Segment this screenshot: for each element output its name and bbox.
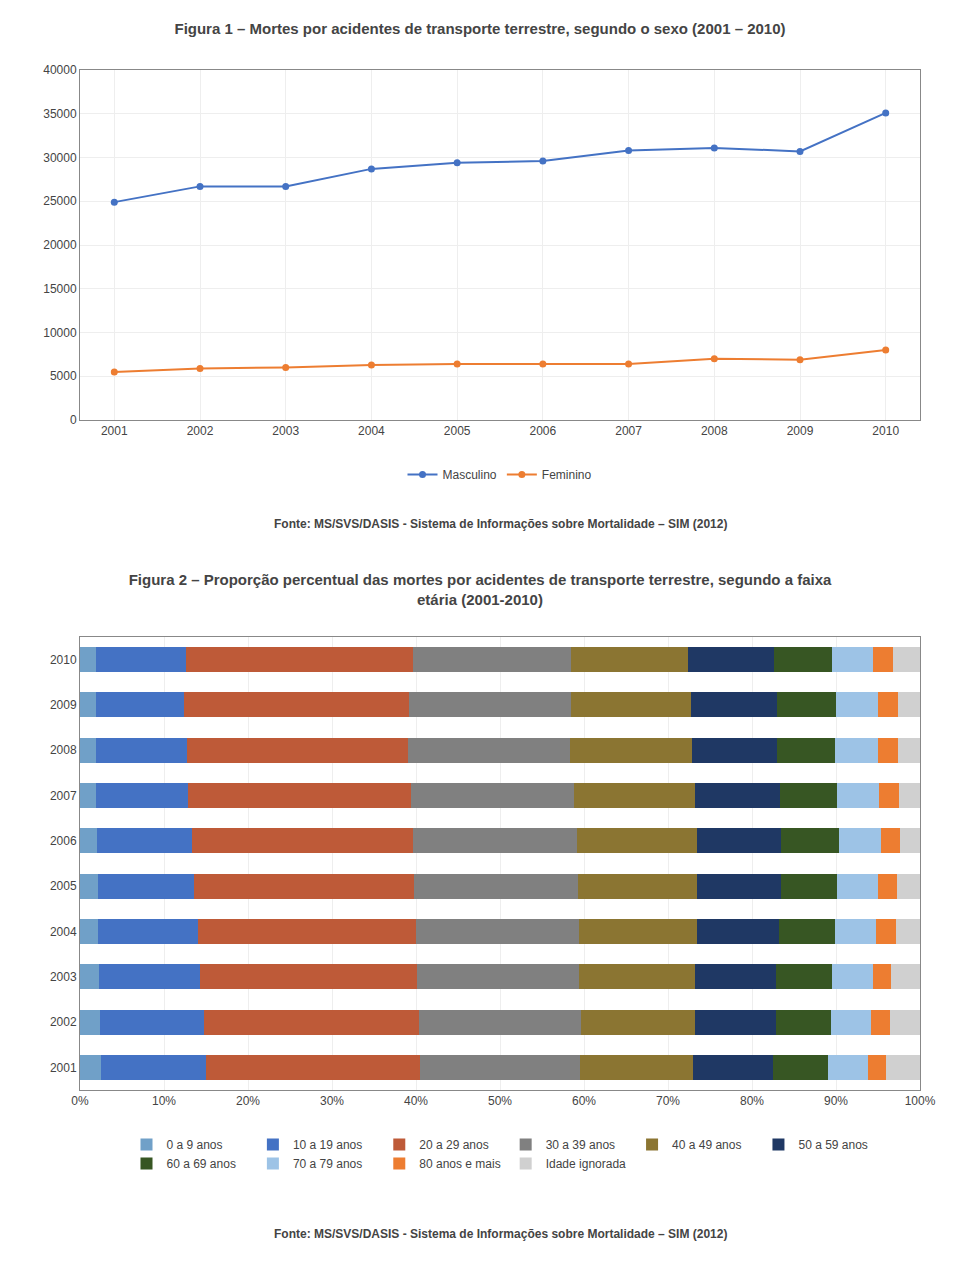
svg-text:60%: 60% [572,1094,596,1108]
svg-text:2007: 2007 [615,424,642,438]
svg-text:Fonte: MS/SVS/DASIS - Sistema: Fonte: MS/SVS/DASIS - Sistema de Informa… [274,1227,727,1241]
svg-text:25000: 25000 [43,194,77,208]
svg-text:Figura 1 – Mortes por acidente: Figura 1 – Mortes por acidentes de trans… [174,20,785,37]
svg-text:80 anos e mais: 80 anos e mais [419,1157,500,1171]
svg-text:2009: 2009 [787,424,814,438]
svg-text:20 a 29 anos: 20 a 29 anos [419,1138,488,1152]
svg-text:Figura 2 – Proporção percentua: Figura 2 – Proporção percentual das mort… [129,571,832,608]
svg-text:Idade ignorada: Idade ignorada [546,1157,626,1171]
svg-text:2005: 2005 [444,424,471,438]
svg-text:15000: 15000 [43,282,77,296]
svg-text:2002: 2002 [187,424,214,438]
svg-text:2003: 2003 [50,970,77,984]
svg-text:10%: 10% [152,1094,176,1108]
svg-text:90%: 90% [824,1094,848,1108]
svg-text:2007: 2007 [50,789,77,803]
svg-text:2004: 2004 [50,925,77,939]
svg-text:40%: 40% [404,1094,428,1108]
svg-text:Masculino: Masculino [443,468,497,482]
svg-text:2008: 2008 [701,424,728,438]
svg-text:2006: 2006 [50,834,77,848]
svg-text:80%: 80% [740,1094,764,1108]
svg-text:40 a 49 anos: 40 a 49 anos [672,1138,741,1152]
svg-text:20000: 20000 [43,238,77,252]
svg-text:2006: 2006 [530,424,557,438]
svg-text:0%: 0% [71,1094,89,1108]
svg-text:2004: 2004 [358,424,385,438]
svg-text:50 a 59 anos: 50 a 59 anos [798,1138,867,1152]
svg-text:35000: 35000 [43,107,77,121]
svg-text:2005: 2005 [50,879,77,893]
svg-text:2001: 2001 [50,1061,77,1075]
svg-text:2008: 2008 [50,743,77,757]
svg-text:2010: 2010 [872,424,899,438]
svg-text:70 a 79 anos: 70 a 79 anos [293,1157,362,1171]
svg-text:2002: 2002 [50,1015,77,1029]
svg-text:10000: 10000 [43,326,77,340]
svg-text:100%: 100% [905,1094,936,1108]
svg-text:2010: 2010 [50,653,77,667]
svg-text:50%: 50% [488,1094,512,1108]
svg-text:20%: 20% [236,1094,260,1108]
svg-text:2003: 2003 [272,424,299,438]
svg-text:0: 0 [70,413,77,427]
svg-text:70%: 70% [656,1094,680,1108]
svg-text:5000: 5000 [50,369,77,383]
svg-text:2001: 2001 [101,424,128,438]
svg-text:Fonte: MS/SVS/DASIS - Sistema: Fonte: MS/SVS/DASIS - Sistema de Informa… [274,517,727,531]
svg-text:60 a 69 anos: 60 a 69 anos [167,1157,236,1171]
svg-text:Feminino: Feminino [542,468,592,482]
svg-text:0 a 9 anos: 0 a 9 anos [167,1138,223,1152]
svg-text:30%: 30% [320,1094,344,1108]
svg-text:30 a 39 anos: 30 a 39 anos [546,1138,615,1152]
svg-text:40000: 40000 [43,63,77,77]
svg-text:30000: 30000 [43,151,77,165]
svg-text:2009: 2009 [50,698,77,712]
svg-text:10 a 19 anos: 10 a 19 anos [293,1138,362,1152]
